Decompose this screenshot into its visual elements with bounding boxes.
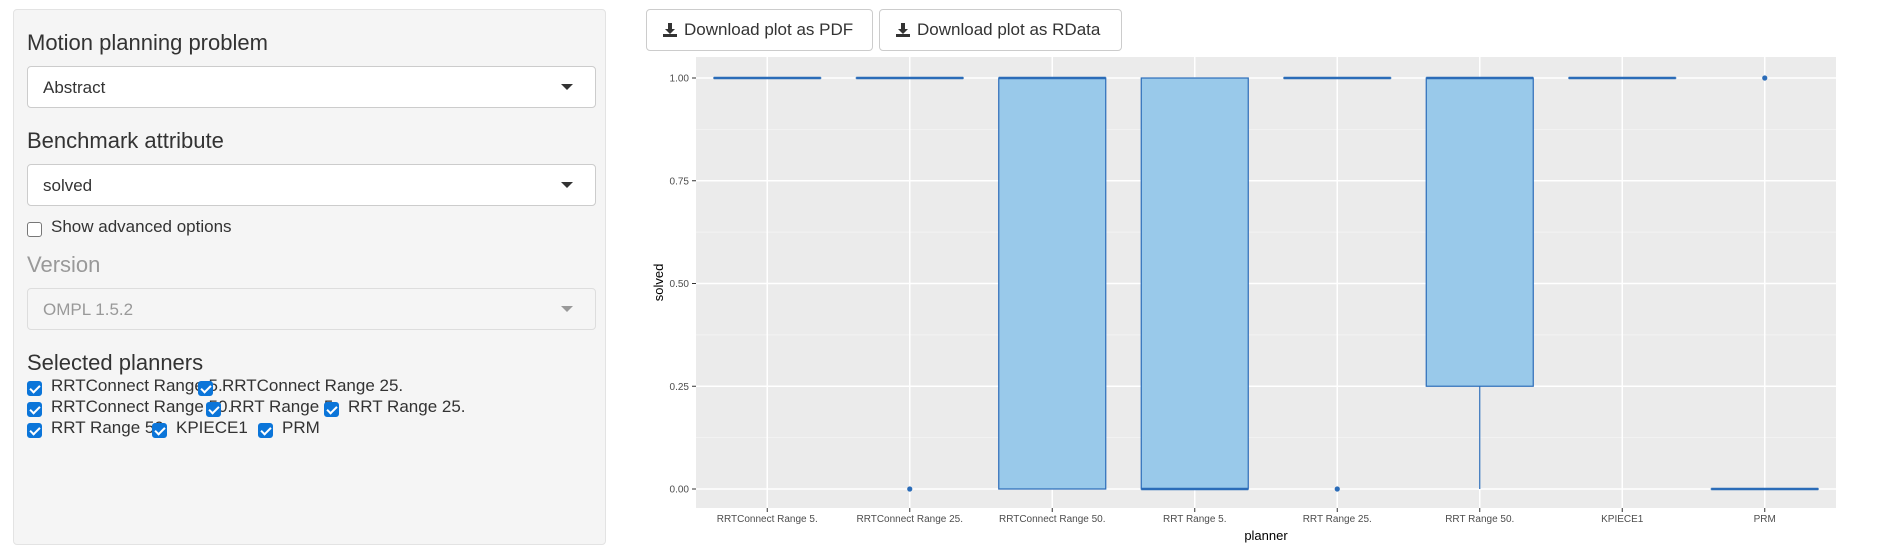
outlier-point [907, 486, 913, 492]
y-tick-label: 0.75 [670, 176, 690, 187]
planner-label: RRT Range 25. [348, 397, 466, 416]
download-icon [896, 23, 910, 37]
outlier-point [1762, 75, 1768, 81]
problem-label: Motion planning problem [27, 30, 268, 55]
box [1425, 77, 1534, 387]
planner-label: PRM [282, 418, 320, 437]
planner-checkbox-rrtconnect-25[interactable] [198, 381, 213, 396]
attribute-label: Benchmark attribute [27, 128, 224, 153]
x-tick-label: PRM [1754, 514, 1776, 525]
planner-checkbox-prm[interactable] [258, 423, 273, 438]
y-tick-label: 0.00 [670, 485, 690, 496]
download-pdf-label: Download plot as PDF [684, 20, 854, 39]
download-icon [663, 23, 677, 37]
planner-label: RRT Range 50. [51, 418, 169, 437]
x-tick-label: RRTConnect Range 25. [856, 514, 963, 525]
planner-label: RRT Range 5. [230, 397, 339, 416]
x-tick-label: RRTConnect Range 5. [717, 514, 818, 525]
box [1140, 77, 1249, 490]
planner-checkbox-rrt-25[interactable] [324, 402, 339, 417]
caret-down-icon [561, 306, 573, 312]
y-tick-label: 1.00 [670, 74, 690, 85]
planner-checkbox-rrt-50[interactable] [27, 423, 42, 438]
outlier-point [1334, 486, 1340, 492]
x-axis-title: planner [1244, 528, 1288, 543]
y-tick-label: 0.25 [670, 382, 690, 393]
box [998, 77, 1107, 490]
planner-label: RRTConnect Range 5. [51, 376, 223, 395]
download-rdata-label: Download plot as RData [917, 20, 1101, 39]
problem-select-value: Abstract [43, 78, 106, 97]
planner-checkbox-rrtconnect-50[interactable] [27, 402, 42, 417]
caret-down-icon [561, 182, 573, 188]
x-tick-label: RRT Range 25. [1303, 514, 1372, 525]
advanced-options-checkbox[interactable] [27, 222, 42, 237]
planner-checkbox-rrt-5[interactable] [206, 402, 221, 417]
attribute-select[interactable]: solved [27, 164, 596, 206]
version-label: Version [27, 252, 101, 277]
x-tick-label: RRT Range 50. [1445, 514, 1514, 525]
x-tick-label: RRTConnect Range 50. [999, 514, 1106, 525]
attribute-select-value: solved [43, 176, 93, 195]
advanced-options-label: Show advanced options [51, 217, 232, 236]
planner-checkbox-kpiece1[interactable] [152, 423, 167, 438]
caret-down-icon [561, 84, 573, 90]
x-tick-label: RRT Range 5. [1163, 514, 1227, 525]
version-select-value: OMPL 1.5.2 [43, 300, 134, 319]
download-rdata-button[interactable]: Download plot as RData [879, 9, 1122, 51]
planner-checkbox-rrtconnect-5[interactable] [27, 381, 42, 396]
x-tick-label: KPIECE1 [1601, 514, 1644, 525]
planners-label: Selected planners [27, 350, 204, 375]
y-axis-title: solved [651, 264, 666, 302]
sidebar-panel: Motion planning problem Abstract Benchma… [13, 9, 606, 545]
planner-label: KPIECE1 [176, 418, 248, 437]
problem-select[interactable]: Abstract [27, 66, 596, 108]
planner-label: RRTConnect Range 50. [51, 397, 233, 416]
planner-label: RRTConnect Range 25. [222, 376, 404, 395]
y-tick-label: 0.50 [670, 279, 690, 290]
plot-panel [696, 57, 1836, 508]
download-pdf-button[interactable]: Download plot as PDF [646, 9, 873, 51]
version-select: OMPL 1.5.2 [27, 288, 596, 330]
